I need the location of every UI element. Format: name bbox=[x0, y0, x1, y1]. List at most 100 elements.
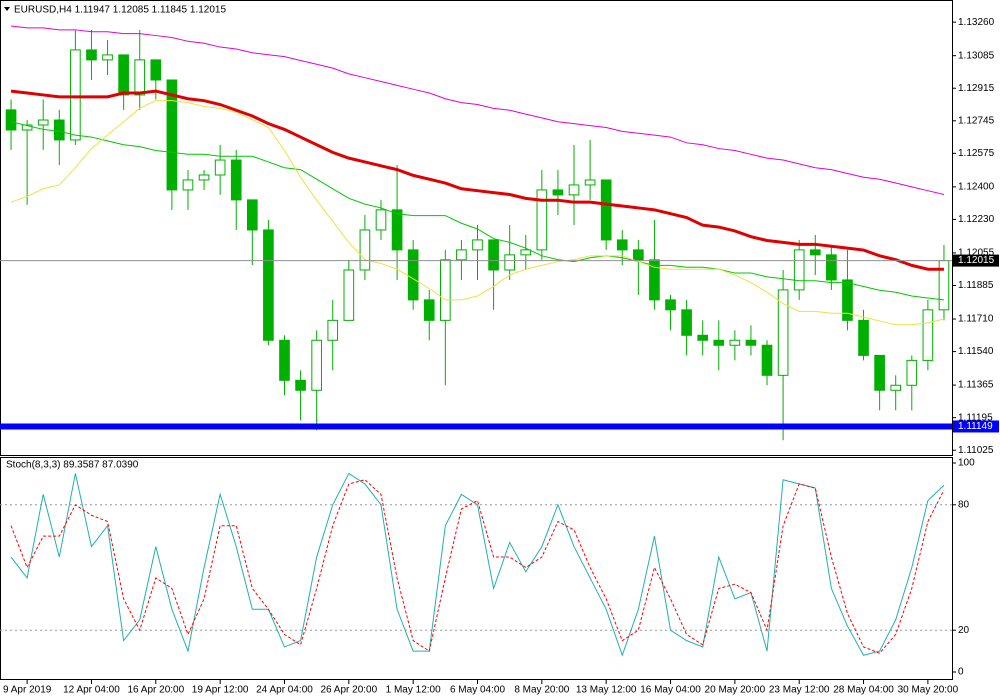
candle-body bbox=[520, 249, 532, 256]
stoch-line bbox=[10, 472, 945, 657]
candle-body bbox=[327, 319, 339, 341]
x-tick-label: 26 Apr 20:00 bbox=[320, 685, 377, 696]
candle-body bbox=[343, 269, 355, 321]
candle-body bbox=[182, 179, 194, 191]
x-tick-label: 8 May 20:00 bbox=[514, 685, 569, 696]
y-tick-label: 1.11885 bbox=[958, 280, 994, 291]
candle-body bbox=[809, 249, 821, 256]
candle-body bbox=[150, 59, 162, 81]
candle-body bbox=[665, 299, 676, 311]
candle-body bbox=[842, 279, 853, 321]
level-box bbox=[953, 420, 999, 433]
candle-body bbox=[311, 339, 322, 391]
menu-arrow bbox=[4, 7, 10, 11]
candle-body bbox=[874, 354, 885, 391]
candle-body bbox=[37, 119, 49, 126]
y-tick-label: 1.13085 bbox=[958, 50, 995, 61]
candle-body bbox=[230, 159, 242, 201]
moving-average bbox=[10, 121, 945, 301]
last-price-box bbox=[953, 254, 999, 267]
moving-average bbox=[10, 100, 945, 326]
y-tick-label: 1.11540 bbox=[958, 346, 994, 357]
y-tick-label: 1.13260 bbox=[958, 17, 995, 28]
candle-body bbox=[729, 339, 741, 346]
x-tick-label: 6 May 04:00 bbox=[450, 685, 505, 696]
candle-body bbox=[440, 259, 451, 321]
candle-body bbox=[423, 299, 435, 321]
y-tick-label: 1.11195 bbox=[958, 412, 993, 423]
y-tick-label: 1.11025 bbox=[958, 445, 994, 456]
candle-body bbox=[295, 379, 306, 391]
candle-body bbox=[600, 179, 612, 241]
y-tick-label: 0 bbox=[958, 667, 964, 678]
candle-body bbox=[681, 309, 692, 336]
candle-body bbox=[568, 184, 580, 196]
candle-body bbox=[102, 54, 113, 61]
candle-body bbox=[70, 49, 81, 141]
candle-body bbox=[118, 54, 129, 96]
candle-body bbox=[359, 229, 371, 271]
x-tick-label: 23 May 12:00 bbox=[769, 685, 830, 696]
x-tick-label: 19 Apr 12:00 bbox=[192, 685, 249, 696]
candle-body bbox=[858, 319, 869, 356]
y-tick-label: 100 bbox=[958, 458, 975, 469]
candle-body bbox=[922, 309, 934, 361]
candle-body bbox=[488, 239, 499, 271]
candle-body bbox=[407, 249, 419, 301]
y-tick-label: 20 bbox=[958, 625, 970, 636]
candle-body bbox=[134, 59, 146, 96]
candle-body bbox=[536, 189, 548, 251]
level-label: 1.11149 bbox=[958, 421, 993, 432]
candle-body bbox=[214, 159, 226, 176]
candle-body bbox=[777, 289, 789, 376]
y-tick-label: 1.11710 bbox=[958, 314, 994, 325]
candle-body bbox=[649, 259, 660, 301]
price-panel-frame bbox=[0, 0, 953, 456]
candle-body bbox=[198, 174, 210, 181]
candle-body bbox=[21, 124, 33, 131]
candle-body bbox=[761, 344, 773, 376]
y-tick-label: 1.12230 bbox=[958, 214, 995, 225]
candle-body bbox=[906, 359, 918, 386]
candle-body bbox=[697, 334, 709, 341]
y-tick-label: 1.12745 bbox=[958, 115, 995, 126]
x-tick-label: 16 Apr 20:00 bbox=[127, 685, 184, 696]
stoch-line bbox=[10, 479, 945, 654]
x-tick-label: 16 May 04:00 bbox=[640, 685, 701, 696]
candle-body bbox=[633, 249, 644, 261]
chart-title: EURUSD,H4 1.11947 1.12085 1.11845 1.1201… bbox=[14, 5, 226, 16]
y-tick-label: 1.11365 bbox=[958, 380, 994, 391]
x-tick-label: 12 Apr 04:00 bbox=[63, 685, 120, 696]
x-tick-label: 24 Apr 04:00 bbox=[256, 685, 313, 696]
candle-body bbox=[793, 249, 805, 291]
candle-body bbox=[166, 79, 178, 191]
candle-body bbox=[456, 249, 467, 261]
x-tick-label: 20 May 20:00 bbox=[705, 685, 766, 696]
moving-average bbox=[10, 89, 944, 271]
candle-body bbox=[584, 179, 596, 186]
candle-body bbox=[53, 119, 65, 141]
candle-body bbox=[5, 109, 17, 131]
y-tick-label: 1.12400 bbox=[958, 182, 995, 193]
y-tick-label: 80 bbox=[958, 499, 970, 510]
x-tick-label: 9 Apr 2019 bbox=[3, 685, 52, 696]
stoch-title: Stoch(8,3,3) 89.3587 87.0390 bbox=[6, 460, 139, 471]
candle-body bbox=[616, 239, 628, 251]
candle-body bbox=[375, 209, 387, 231]
candle-body bbox=[263, 229, 274, 341]
x-tick-label: 30 May 20:00 bbox=[898, 685, 959, 696]
candle-body bbox=[826, 254, 837, 281]
y-tick-label: 1.12055 bbox=[958, 248, 995, 259]
candle-body bbox=[86, 49, 97, 61]
x-tick-label: 28 May 04:00 bbox=[833, 685, 894, 696]
candle-body bbox=[713, 339, 725, 346]
candle-body bbox=[279, 339, 290, 381]
candle-body bbox=[472, 239, 483, 251]
candle-body bbox=[504, 254, 515, 271]
x-tick-label: 13 May 12:00 bbox=[576, 685, 637, 696]
x-tick-label: 1 May 12:00 bbox=[386, 685, 441, 696]
last-price-label: 1.12015 bbox=[958, 255, 995, 266]
y-tick-label: 1.12575 bbox=[958, 148, 995, 159]
